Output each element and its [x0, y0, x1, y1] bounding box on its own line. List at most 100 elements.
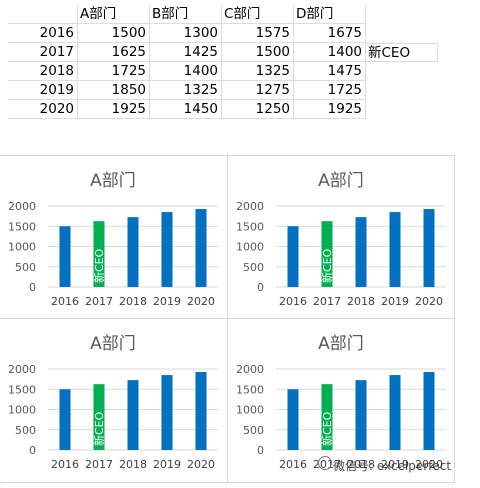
y-tick-label: 1000: [236, 404, 264, 417]
bar-chart-4[interactable]: 0 500 1000 1500 2000 2016 2017 新CEO 2018 2019 2020…: [228, 319, 454, 481]
value-cell[interactable]: 1625: [78, 43, 150, 62]
x-tick-label: 2017: [85, 295, 113, 308]
value-cell[interactable]: 1725: [294, 81, 366, 100]
y-tick-label: 2000: [236, 200, 264, 213]
bar: [161, 375, 173, 450]
header-cell-b[interactable]: B部门: [150, 5, 222, 24]
chart-title: A部门: [318, 171, 364, 191]
value-cell[interactable]: 1325: [222, 62, 294, 81]
x-tick-label: 2019: [381, 458, 409, 471]
bar: [423, 209, 435, 287]
chart-title: A部门: [318, 334, 364, 354]
value-cell[interactable]: 1500: [222, 43, 294, 62]
year-cell[interactable]: 2017: [8, 43, 78, 62]
value-cell[interactable]: 1475: [294, 62, 366, 81]
y-tick-label: 1000: [8, 404, 36, 417]
x-tick-label: 2018: [347, 295, 375, 308]
header-cell-a[interactable]: A部门: [78, 5, 150, 24]
value-cell[interactable]: 1425: [150, 43, 222, 62]
x-tick-label: 2020: [415, 458, 443, 471]
x-tick-label: 2016: [51, 295, 79, 308]
header-cell-c[interactable]: C部门: [222, 5, 294, 24]
wechat-icon: [318, 456, 332, 470]
y-tick-label: 500: [15, 424, 36, 437]
x-tick-label: 2020: [415, 295, 443, 308]
y-tick-label: 1500: [8, 220, 36, 233]
value-cell[interactable]: 1450: [150, 100, 222, 119]
y-tick-label: 500: [15, 261, 36, 274]
value-cell[interactable]: 1725: [78, 62, 150, 81]
note-cell[interactable]: 新CEO: [366, 43, 438, 62]
chart-divider-horizontal: [0, 318, 455, 319]
value-cell[interactable]: 1300: [150, 24, 222, 43]
bar: [321, 384, 333, 450]
value-cell[interactable]: 1275: [222, 81, 294, 100]
bar: [287, 226, 299, 287]
y-tick-label: 0: [29, 444, 36, 457]
watermark-text: 微信号: excelperfect: [333, 459, 452, 473]
value-cell[interactable]: 1250: [222, 100, 294, 119]
x-tick-label: 2019: [153, 458, 181, 471]
bar-chart-2[interactable]: 0 500 1000 1500 2000 2016 2017 新CEO 2018 2019 2020…: [228, 156, 454, 318]
bar: [355, 217, 367, 287]
value-cell[interactable]: 1850: [78, 81, 150, 100]
bar: [161, 212, 173, 287]
bar-annotation-label: 新CEO: [320, 248, 334, 283]
header-corner-cell[interactable]: [8, 5, 78, 24]
x-tick-label: 2016: [279, 458, 307, 471]
y-tick-label: 1000: [8, 241, 36, 254]
x-tick-label: 2016: [279, 295, 307, 308]
chart-title: A部门: [90, 171, 136, 191]
bar: [423, 372, 435, 450]
x-tick-label: 2019: [381, 295, 409, 308]
x-tick-label: 2017: [313, 295, 341, 308]
value-cell[interactable]: 1675: [294, 24, 366, 43]
y-tick-label: 1500: [8, 383, 36, 396]
bar: [321, 221, 333, 287]
year-cell[interactable]: 2020: [8, 100, 78, 119]
year-cell[interactable]: 2019: [8, 81, 78, 100]
value-cell[interactable]: 1325: [150, 81, 222, 100]
bar: [93, 384, 105, 450]
bar-annotation-label: 新CEO: [320, 411, 334, 446]
bar: [59, 389, 71, 450]
y-tick-label: 1000: [236, 241, 264, 254]
value-cell[interactable]: 1575: [222, 24, 294, 43]
y-tick-label: 2000: [8, 363, 36, 376]
value-cell[interactable]: 1400: [294, 43, 366, 62]
year-cell[interactable]: 2018: [8, 62, 78, 81]
bar-annotation-label: 新CEO: [92, 248, 106, 283]
x-tick-label: 2020: [187, 295, 215, 308]
y-tick-label: 0: [257, 444, 264, 457]
bar: [287, 389, 299, 450]
y-tick-label: 0: [257, 281, 264, 294]
bar: [389, 375, 401, 450]
header-cell-d[interactable]: D部门: [294, 5, 366, 24]
chart-plot: 0 500 1000 1500 2000 2016 2017 新CEO 2018 2019 2020: [8, 363, 218, 471]
value-cell[interactable]: 1925: [78, 100, 150, 119]
bar-chart-1[interactable]: 0 500 1000 1500 2000 2016 2017 新CEO 2018 2019 2020…: [0, 156, 226, 318]
y-tick-label: 0: [29, 281, 36, 294]
x-tick-label: 2017: [85, 458, 113, 471]
bar: [389, 212, 401, 287]
bar-chart-3[interactable]: 0 500 1000 1500 2000 2016 2017 新CEO 2018 2019 2020…: [0, 319, 226, 481]
x-tick-label: 2018: [347, 458, 375, 471]
bar: [59, 226, 71, 287]
x-tick-label: 2020: [187, 458, 215, 471]
chart-plot: 0 500 1000 1500 2000 2016 2017 新CEO 2018 2019 2020: [236, 200, 446, 308]
bar-annotation-label: 新CEO: [92, 411, 106, 446]
y-tick-label: 2000: [236, 363, 264, 376]
y-tick-label: 500: [243, 424, 264, 437]
x-tick-label: 2018: [119, 295, 147, 308]
y-tick-label: 1500: [236, 383, 264, 396]
value-cell[interactable]: 1400: [150, 62, 222, 81]
year-cell[interactable]: 2016: [8, 24, 78, 43]
y-tick-label: 500: [243, 261, 264, 274]
bar: [93, 221, 105, 287]
chart-divider-vertical: [227, 155, 228, 483]
bar: [127, 380, 139, 450]
value-cell[interactable]: 1500: [78, 24, 150, 43]
value-cell[interactable]: 1925: [294, 100, 366, 119]
bar: [355, 380, 367, 450]
x-tick-label: 2019: [153, 295, 181, 308]
